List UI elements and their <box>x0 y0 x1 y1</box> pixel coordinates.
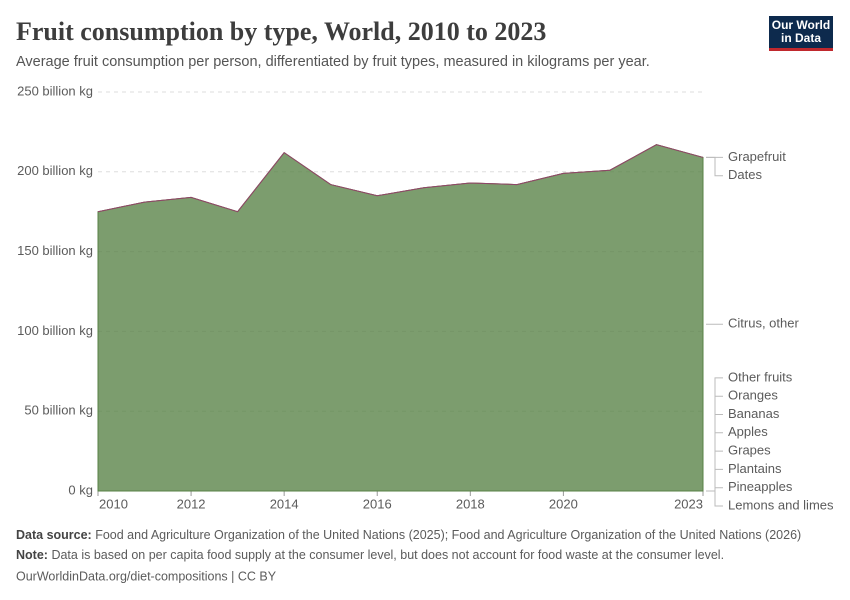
x-tick-label: 2014 <box>270 496 299 511</box>
y-tick-label: 200 billion kg <box>17 163 93 178</box>
logo-text: in Data <box>781 31 821 45</box>
legend-label: Pineapples <box>728 479 793 494</box>
legend-label: Plantains <box>728 461 782 476</box>
legend-label: Dates <box>728 167 762 182</box>
note-label: Note: <box>16 548 48 562</box>
y-tick-label: 150 billion kg <box>17 243 93 258</box>
legend-label: Oranges <box>728 388 778 403</box>
y-tick-label: 100 billion kg <box>17 323 93 338</box>
legend-label: Citrus, other <box>728 316 799 331</box>
logo-stripe <box>769 48 833 51</box>
x-tick-label: 2016 <box>363 496 392 511</box>
source-text: Food and Agriculture Organization of the… <box>95 528 801 542</box>
y-tick-label: 50 billion kg <box>24 403 93 418</box>
url[interactable]: OurWorldinData.org/diet-compositions | C… <box>16 569 277 583</box>
logo-box <box>769 16 833 50</box>
note: Note: Data is based on per capita food s… <box>16 548 724 562</box>
x-tick-label: 2010 <box>99 496 128 511</box>
x-tick-label: 2018 <box>456 496 485 511</box>
chart-subtitle: Average fruit consumption per person, di… <box>16 54 650 70</box>
label-connector <box>706 156 723 177</box>
legend-label: Other fruits <box>728 369 793 384</box>
area <box>97 144 704 213</box>
legend-label: Grapes <box>728 443 771 458</box>
x-tick-label: 2012 <box>177 496 206 511</box>
source: Data source: Food and Agriculture Organi… <box>16 528 801 542</box>
source-label: Data source: <box>16 528 92 542</box>
legend-label: Apples <box>728 424 768 439</box>
y-tick-label: 0 kg <box>68 482 93 497</box>
chart-title: Fruit consumption by type, World, 2010 t… <box>16 17 546 46</box>
legend-label: Bananas <box>728 406 780 421</box>
label-connector <box>706 490 723 507</box>
legend-label: Lemons and limes <box>728 497 834 512</box>
area <box>97 144 704 492</box>
y-tick-label: 250 billion kg <box>17 83 93 98</box>
x-tick-label: 2023 <box>674 496 703 511</box>
x-tick-label: 2020 <box>549 496 578 511</box>
logo[interactable]: Our World in Data <box>769 16 833 51</box>
logo-text: Our World <box>772 18 830 32</box>
note-text: Data is based on per capita food supply … <box>51 548 724 562</box>
legend-label: Grapefruit <box>728 149 786 164</box>
